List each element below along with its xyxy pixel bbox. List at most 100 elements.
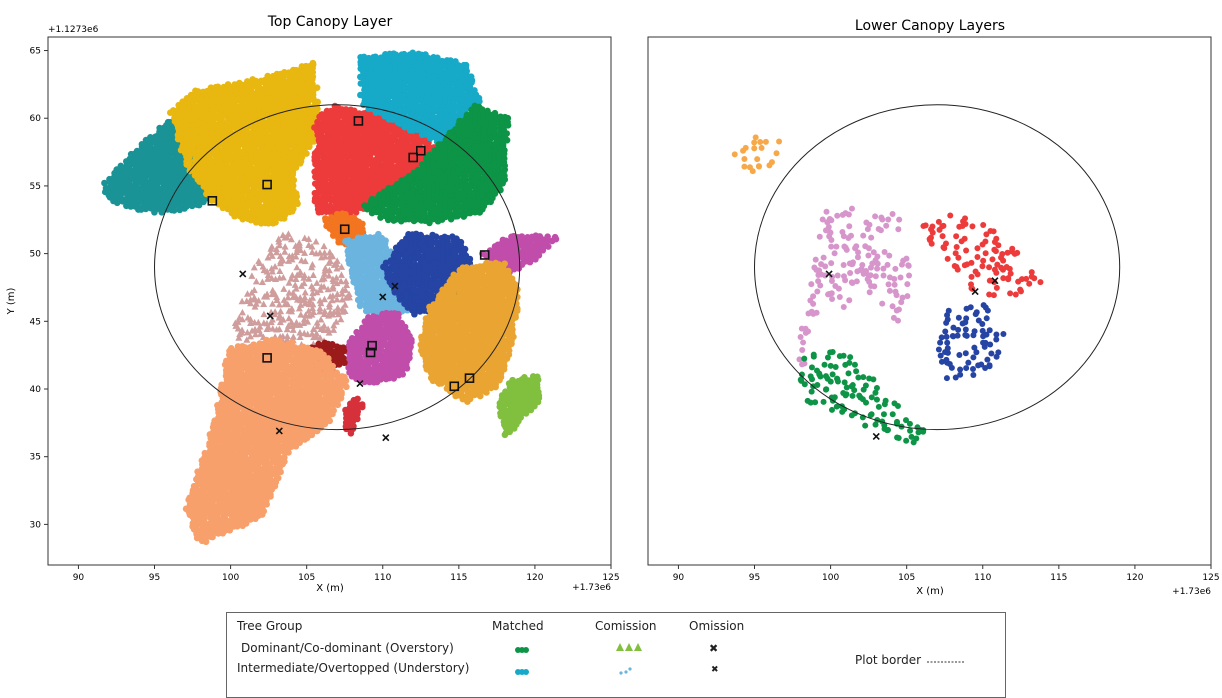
legend-dot — [523, 669, 529, 675]
left-omission-marker-6 — [266, 312, 274, 320]
left-crown-10 — [479, 232, 560, 277]
legend-small-dot — [624, 670, 628, 674]
right-plot-frame — [647, 36, 1212, 566]
right-omission-marker-3 — [991, 277, 999, 285]
right-chart: Lower Canopy Layers 90 95 100 105 110 115 120 1… — [647, 18, 1220, 597]
right-xtick-label-8: 125 — [1202, 573, 1219, 583]
right-plot-border — [754, 104, 1121, 431]
left-crown-14 — [182, 336, 350, 546]
left-xtick-label-6: 115 — [450, 573, 467, 583]
left-matched-marker-3 — [353, 116, 364, 126]
right-crown-3 — [920, 212, 1044, 299]
legend-understory-comission-marker — [619, 667, 632, 675]
left-ytick-label-8: 65 — [30, 47, 41, 57]
legend-understory-omission-icon: ✖ — [711, 665, 719, 675]
legend-dot — [523, 647, 529, 653]
legend-small-dot — [619, 671, 623, 675]
right-xtick-label-6: 115 — [1050, 573, 1067, 583]
right-x-offset-label: +1.73e6 — [1172, 587, 1211, 597]
right-omission-marker-1 — [825, 270, 833, 278]
left-y-offset-label: +1.1273e6 — [48, 25, 99, 35]
legend-header-matched: Matched — [492, 619, 544, 633]
left-chart-title: Top Canopy Layer — [267, 14, 393, 30]
left-matched-marker-9 — [367, 340, 377, 351]
left-matched-marker-11 — [464, 373, 475, 383]
legend-overstory-matched-marker — [515, 647, 529, 653]
left-xtick-label-7: 120 — [526, 573, 543, 583]
left-xtick-label-2: 95 — [149, 573, 160, 583]
left-crown-4 — [357, 49, 483, 146]
right-xtick-label-4: 105 — [898, 573, 915, 583]
left-crown-1 — [101, 118, 216, 216]
right-xtick-label-1: 90 — [673, 573, 685, 583]
left-omission-marker-2 — [379, 293, 387, 301]
left-y-axis-label: Y (m) — [6, 287, 17, 315]
left-crown-11 — [417, 259, 521, 405]
right-crown-2 — [796, 205, 913, 368]
left-ytick-label-3: 40 — [30, 385, 42, 395]
legend-triangle — [616, 643, 624, 651]
left-crown-9 — [380, 230, 477, 318]
left-x-axis-label: X (m) — [316, 583, 344, 594]
left-ytick-label-2: 35 — [30, 453, 41, 463]
left-xtick-label-3: 100 — [222, 573, 239, 583]
right-omission-marker-2 — [971, 287, 979, 296]
legend-plot-border-line — [927, 661, 965, 663]
left-omission-marker-7 — [356, 380, 364, 388]
right-omission-marker-4 — [872, 432, 880, 440]
left-ytick-label-1: 30 — [30, 520, 42, 530]
right-crown-5 — [797, 348, 927, 446]
left-plot-frame — [47, 36, 612, 566]
left-omission-marker-4 — [275, 427, 283, 435]
right-ticks: 90 95 100 105 110 115 120 125 — [673, 565, 1220, 583]
legend-overstory-omission-icon: ✖ — [709, 642, 719, 655]
left-ytick-label-6: 55 — [30, 182, 41, 192]
right-crown-4 — [935, 302, 1007, 382]
legend-plot-border-label: Plot border — [855, 653, 922, 667]
left-matched-marker-5 — [415, 145, 426, 156]
left-crown-15 — [496, 373, 543, 439]
legend-triangle — [634, 643, 642, 651]
right-xtick-label-7: 120 — [1126, 573, 1143, 583]
left-matched-marker-10 — [262, 353, 272, 363]
left-xtick-label-1: 90 — [73, 573, 85, 583]
left-matched-marker-8 — [365, 347, 376, 358]
right-crown-1 — [731, 134, 783, 175]
left-xtick-label-5: 110 — [374, 573, 391, 583]
left-crown-5 — [361, 102, 512, 227]
legend-row-overstory-label: Dominant/Co-dominant (Overstory) — [241, 641, 454, 655]
left-plot-border — [154, 104, 521, 431]
left-xtick-label-4: 105 — [298, 573, 315, 583]
legend-small-dot — [628, 667, 632, 671]
left-crown-7 — [231, 230, 353, 348]
legend: Tree Group Matched Comission Omission Do… — [226, 612, 1006, 698]
left-ytick-label-5: 50 — [30, 250, 42, 260]
left-omission-marker-3 — [391, 282, 399, 290]
left-crown-2 — [166, 59, 326, 227]
right-chart-title: Lower Canopy Layers — [855, 18, 1005, 34]
left-ytick-label-7: 60 — [30, 114, 42, 124]
left-ticks: 90 95 100 105 110 115 120 125 30 35 40 45 50 55 60 65 — [30, 47, 620, 583]
right-xtick-label-5: 110 — [974, 573, 991, 583]
legend-understory-matched-marker — [515, 669, 529, 675]
legend-header-group: Tree Group — [237, 619, 303, 633]
left-crown-12 — [341, 309, 415, 386]
left-matched-marker-4 — [408, 152, 418, 163]
left-matched-marker-1 — [207, 196, 218, 206]
left-ytick-label-4: 45 — [30, 317, 41, 327]
left-crown-16 — [342, 395, 366, 437]
left-matched-marker-2 — [262, 179, 272, 190]
legend-header-omission: Omission — [689, 619, 745, 633]
left-chart: Top Canopy Layer +1.1273e6 90 95 100 105 110… — [6, 14, 620, 594]
right-x-axis-label: X (m) — [916, 586, 944, 597]
left-matched-marker-7 — [479, 250, 490, 260]
legend-header-comission: Comission — [595, 619, 657, 633]
right-xtick-label-3: 100 — [822, 573, 839, 583]
legend-row-understory-label: Intermediate/Overtopped (Understory) — [237, 661, 470, 675]
left-omission-marker-1 — [239, 270, 247, 278]
left-x-offset-label: +1.73e6 — [572, 583, 611, 593]
legend-triangle — [625, 643, 633, 651]
legend-overstory-comission-marker — [616, 643, 642, 651]
left-omission-marker-5 — [382, 434, 390, 442]
